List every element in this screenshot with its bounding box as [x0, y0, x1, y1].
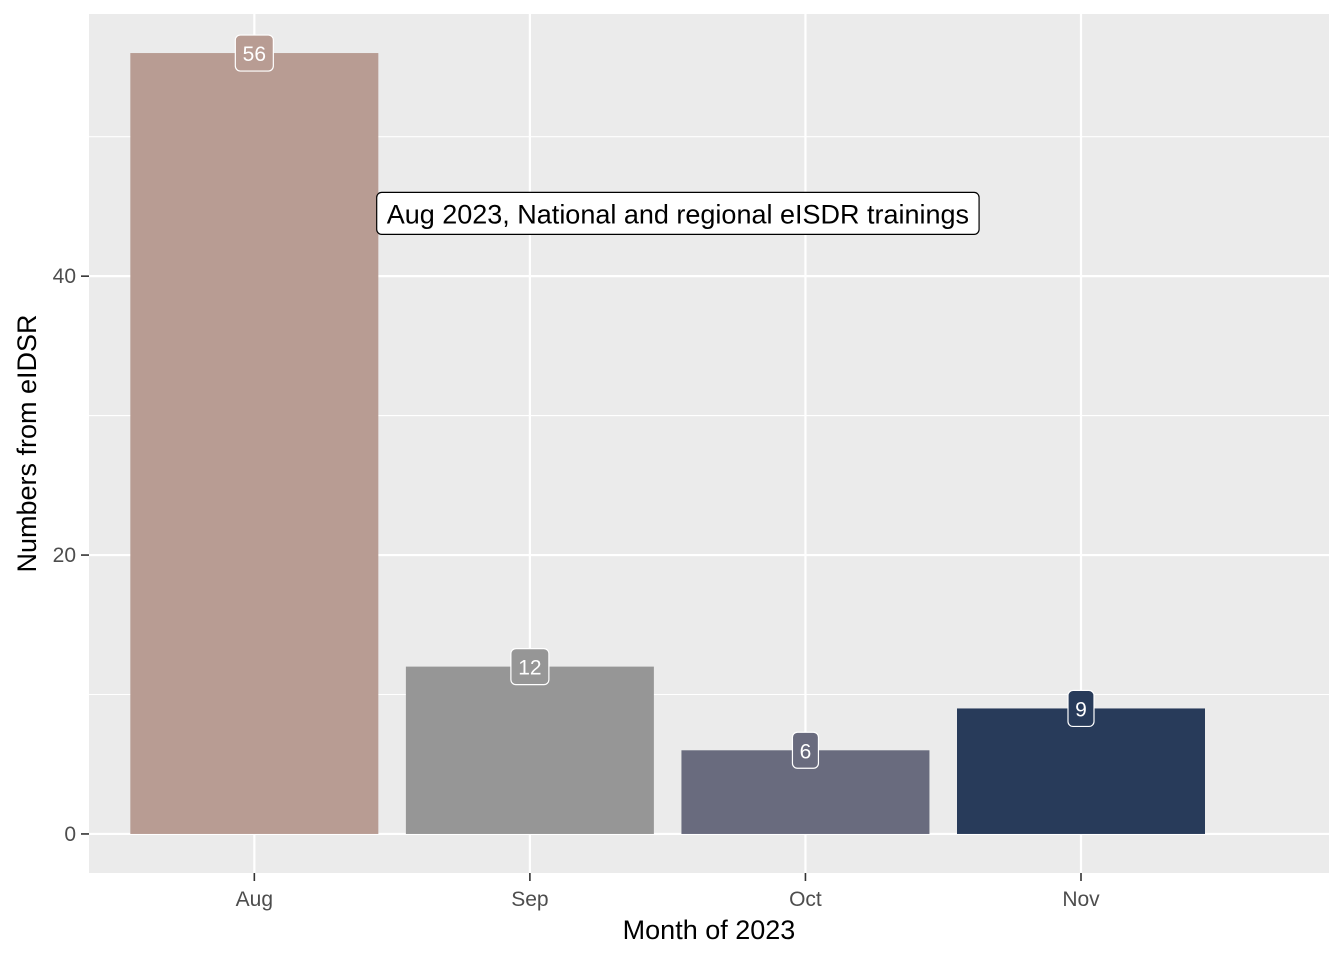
y-axis: 0 20 40	[53, 265, 89, 846]
y-tick-label: 20	[53, 544, 76, 567]
bar-label-box	[1067, 689, 1095, 728]
x-tick-label: Sep	[511, 888, 548, 911]
bar-label: 9	[1075, 698, 1087, 721]
x-tick-label: Nov	[1062, 888, 1100, 911]
bars	[130, 53, 1205, 834]
bar-labels: 56 12 6 9	[234, 34, 1095, 769]
x-axis-title: Month of 2023	[623, 915, 796, 945]
bar-sep	[405, 666, 654, 834]
annotation: Aug 2023, National and regional eISDR tr…	[376, 191, 980, 236]
annotation-box	[376, 191, 980, 236]
bar-label: 12	[518, 657, 541, 680]
y-tick-label: 0	[64, 823, 76, 846]
x-tick-label: Oct	[789, 888, 822, 911]
y-tick-label: 40	[53, 265, 76, 288]
bar-nov	[957, 708, 1205, 834]
y-axis-title: Numbers from eIDSR	[12, 314, 42, 572]
x-axis: Aug Sep Oct Nov	[236, 873, 1100, 911]
x-tick-label: Aug	[236, 888, 273, 911]
bar-aug	[130, 53, 379, 834]
annotation-text: Aug 2023, National and regional eISDR tr…	[387, 199, 969, 229]
bar-label: 56	[243, 43, 266, 66]
bar-label-box	[510, 648, 550, 686]
bar-label-box	[791, 731, 820, 769]
bar-label: 6	[800, 740, 812, 763]
bar-label-box	[234, 34, 274, 72]
